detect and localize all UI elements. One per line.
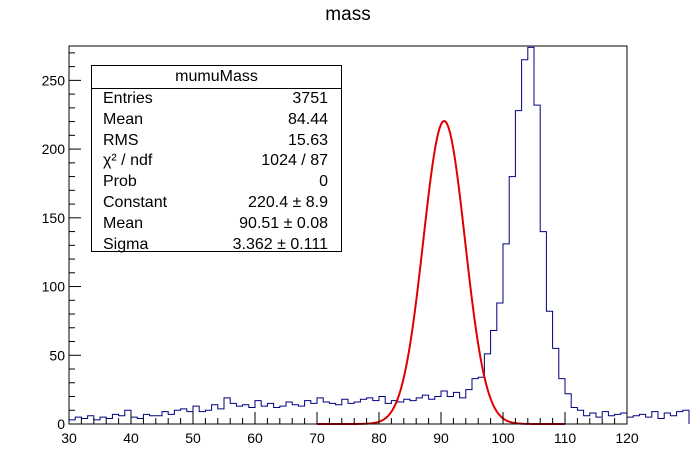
x-tick-label: 110 bbox=[554, 430, 577, 446]
x-tick-label: 90 bbox=[433, 430, 449, 446]
x-tick-label: 100 bbox=[491, 430, 515, 446]
stats-key: Mean bbox=[103, 214, 144, 232]
x-tick-label: 70 bbox=[309, 430, 325, 446]
stats-key: Sigma bbox=[103, 235, 149, 253]
stats-row-sigma: Sigma 3.362 ± 0.111 bbox=[92, 235, 341, 256]
stats-row-prob: Prob 0 bbox=[92, 172, 341, 193]
stats-value: 1024 / 87 bbox=[261, 152, 328, 170]
stats-value: 3.362 ± 0.111 bbox=[232, 235, 328, 253]
x-tick-label: 30 bbox=[61, 430, 77, 446]
stats-value: 84.44 bbox=[287, 110, 328, 128]
stats-value: 0 bbox=[319, 173, 328, 191]
y-tick-label: 0 bbox=[57, 416, 65, 432]
x-tick-label: 50 bbox=[185, 430, 201, 446]
stats-key: RMS bbox=[103, 131, 139, 149]
y-tick-label: 150 bbox=[42, 210, 66, 226]
plot-title: mass bbox=[325, 4, 371, 25]
stats-value: 3751 bbox=[292, 90, 328, 107]
x-tick-label: 120 bbox=[615, 430, 639, 446]
stats-row-chi2: χ² / ndf 1024 / 87 bbox=[92, 151, 341, 172]
gaussian-fit-curve bbox=[317, 120, 565, 425]
stats-box: mumuMass Entries 3751 Mean 84.44 RMS 15.… bbox=[91, 65, 342, 253]
stats-box-title: mumuMass bbox=[92, 66, 341, 89]
stats-row-entries: Entries 3751 bbox=[92, 89, 341, 110]
stats-key: Prob bbox=[103, 173, 137, 191]
stats-row-rms: RMS 15.63 bbox=[92, 131, 341, 152]
stats-row-constant: Constant 220.4 ± 8.9 bbox=[92, 193, 341, 214]
axes: 30 40 50 60 70 80 90 100 110 120 0 50 100 150 200 250 bbox=[42, 45, 639, 446]
stats-value: 90.51 ± 0.08 bbox=[239, 214, 328, 232]
histogram-outline bbox=[68, 46, 690, 424]
stats-row-fit-mean: Mean 90.51 ± 0.08 bbox=[92, 214, 341, 235]
y-tick-label: 250 bbox=[42, 72, 66, 88]
x-tick-label: 40 bbox=[123, 430, 139, 446]
histogram-series bbox=[68, 46, 690, 424]
x-tick-label: 80 bbox=[371, 430, 387, 446]
stats-key: Mean bbox=[103, 110, 144, 128]
stats-key: Entries bbox=[103, 90, 153, 107]
stats-value: 15.63 bbox=[287, 131, 328, 149]
y-tick-label: 200 bbox=[42, 141, 66, 157]
y-tick-label: 100 bbox=[42, 279, 66, 295]
x-tick-label: 60 bbox=[247, 430, 263, 446]
stats-key: Constant bbox=[103, 193, 168, 211]
y-tick-label: 50 bbox=[49, 347, 65, 363]
stats-key: χ² / ndf bbox=[103, 152, 153, 170]
fit-series bbox=[317, 120, 565, 425]
plot-frame bbox=[68, 45, 628, 425]
stats-row-mean: Mean 84.44 bbox=[92, 110, 341, 131]
stats-value: 220.4 ± 8.9 bbox=[248, 193, 328, 211]
